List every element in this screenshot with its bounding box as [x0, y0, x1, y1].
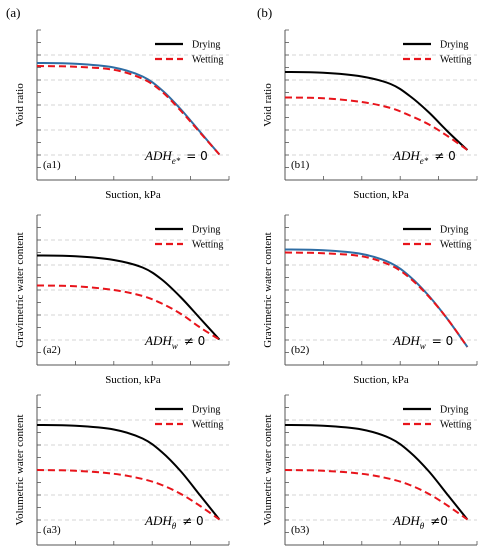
wetting-curve	[36, 284, 220, 341]
adh-annotation: ADHe* = 0	[144, 148, 208, 166]
wetting-curve	[284, 469, 468, 521]
legend-wetting-label: Wetting	[192, 55, 223, 66]
panel-label: (a2)	[43, 344, 61, 356]
panel-label: (b3)	[291, 524, 310, 536]
drying-curve	[284, 248, 469, 348]
drying-curve	[36, 424, 221, 521]
drying-curve	[36, 254, 221, 341]
legend-wetting-label: Wetting	[440, 55, 471, 66]
y-axis-label: Void ratio	[14, 83, 26, 127]
adh-annotation: ADHθ ≠ 0	[144, 513, 204, 531]
legend-drying-label: Drying	[440, 225, 468, 236]
y-axis-label: Gravimetric water content	[262, 232, 274, 347]
wetting-curve	[36, 65, 221, 156]
legend-drying-label: Drying	[192, 405, 220, 416]
legend-wetting-label: Wetting	[440, 420, 471, 431]
wetting-curve	[284, 251, 469, 348]
chart-panel-b1: Drying Wetting (b1) ADHe* ≠ 0 Suction, kPa Voi…	[262, 29, 478, 201]
drying-curve	[284, 424, 469, 521]
x-axis-label: Suction, kPa	[353, 374, 409, 386]
wetting-curve	[284, 96, 468, 151]
panel-label: (a1)	[43, 159, 61, 171]
legend-wetting-label: Wetting	[192, 240, 223, 251]
adh-annotation: ADHθ ≠0	[392, 513, 448, 531]
x-axis-label: Suction, kPa	[105, 189, 161, 201]
adh-annotation: ADHe* ≠ 0	[392, 148, 456, 166]
drying-curve	[36, 62, 221, 156]
y-axis-label: Volumetric water content	[14, 415, 26, 526]
panel-label: (a3)	[43, 524, 61, 536]
legend-drying-label: Drying	[440, 405, 468, 416]
adh-annotation: ADHw ≠ 0	[144, 333, 205, 351]
chart-panel-b2: Drying Wetting (b2) ADHw = 0 Suction, kPa Grav…	[262, 214, 478, 386]
chart-panel-a1: Drying Wetting (a1) ADHe* = 0 Suction, kPa Voi…	[14, 29, 230, 201]
y-axis-label: Void ratio	[262, 83, 274, 127]
drying-curve	[284, 71, 469, 151]
legend-drying-label: Drying	[192, 40, 220, 51]
column-label-a: (a)	[6, 5, 20, 20]
y-axis-label: Volumetric water content	[262, 415, 274, 526]
legend-drying-label: Drying	[440, 40, 468, 51]
legend-drying-label: Drying	[192, 225, 220, 236]
legend-wetting-label: Wetting	[192, 420, 223, 431]
chart-panel-a2: Drying Wetting (a2) ADHw ≠ 0 Suction, kPa Grav…	[14, 214, 230, 386]
wetting-curve	[36, 469, 220, 521]
x-axis-label: Suction, kPa	[353, 189, 409, 201]
x-axis-label: Suction, kPa	[105, 374, 161, 386]
panel-label: (b2)	[291, 344, 310, 356]
panel-label: (b1)	[291, 159, 310, 171]
y-axis-label: Gravimetric water content	[14, 232, 26, 347]
adh-annotation: ADHw = 0	[392, 333, 453, 351]
legend-wetting-label: Wetting	[440, 240, 471, 251]
column-label-b: (b)	[257, 5, 272, 20]
